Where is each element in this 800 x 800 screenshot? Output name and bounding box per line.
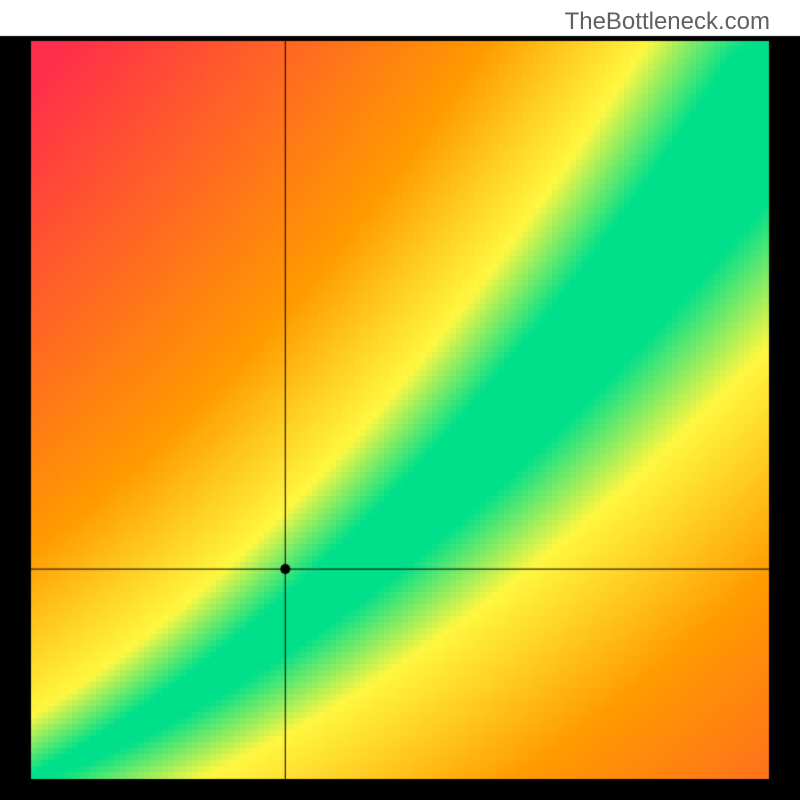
chart-container: TheBottleneck.com — [0, 0, 800, 800]
watermark-text: TheBottleneck.com — [565, 8, 770, 36]
bottleneck-heatmap — [0, 0, 800, 800]
